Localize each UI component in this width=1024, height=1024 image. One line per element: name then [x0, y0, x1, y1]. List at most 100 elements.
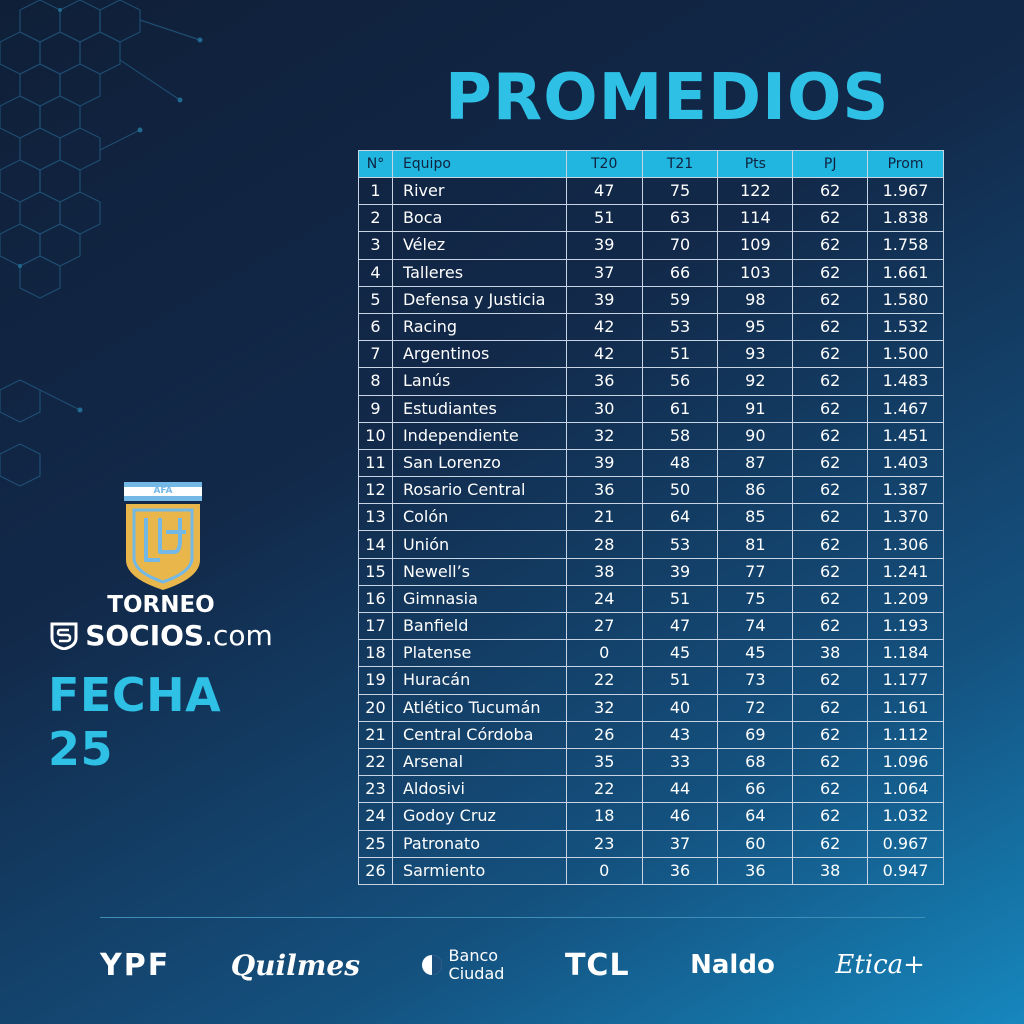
cell-prom: 1.967: [867, 176, 944, 206]
footer-divider: [100, 917, 925, 918]
table-row: 21 Central Córdoba 26 43 69 62 1.112: [358, 720, 944, 749]
cell-pj: 38: [792, 639, 869, 668]
cell-pts: 87: [717, 448, 794, 478]
cell-prom: 1.306: [867, 530, 944, 559]
cell-t21: 66: [641, 258, 719, 287]
sponsor-tcl: TCL: [564, 947, 630, 983]
cell-pts: 36: [717, 856, 794, 885]
cell-position: 3: [358, 231, 393, 260]
cell-prom: 1.184: [867, 639, 944, 668]
cell-pj: 62: [792, 448, 869, 478]
cell-pj: 62: [792, 394, 869, 423]
cell-t21: 64: [641, 503, 719, 532]
cell-position: 12: [358, 476, 393, 505]
cell-team: Atlético Tucumán: [391, 693, 567, 722]
cell-pj: 62: [792, 421, 869, 450]
cell-team: Boca: [391, 204, 567, 233]
cell-position: 16: [358, 584, 393, 614]
cell-pj: 62: [792, 802, 869, 831]
cell-t21: 75: [641, 176, 719, 206]
cell-team: Independiente: [391, 421, 567, 450]
cell-pj: 62: [792, 476, 869, 505]
cell-position: 6: [358, 312, 393, 342]
cell-prom: 1.580: [867, 285, 944, 314]
torneo-label: TORNEO: [107, 592, 215, 618]
cell-t21: 40: [641, 693, 719, 722]
cell-t21: 36: [641, 856, 719, 885]
cell-t20: 23: [565, 829, 643, 858]
cell-pts: 92: [717, 367, 794, 396]
sponsor-bar: YPF Quilmes Banco Ciudad TCL Naldo Etica+: [100, 935, 925, 995]
cell-team: Platense: [391, 639, 567, 668]
cell-t20: 26: [565, 720, 643, 749]
table-row: 25 Patronato 23 37 60 62 0.967: [358, 829, 944, 858]
cell-pts: 66: [717, 775, 794, 804]
table-row: 23 Aldosivi 22 44 66 62 1.064: [358, 775, 944, 804]
cell-pts: 69: [717, 720, 794, 749]
cell-t21: 56: [641, 367, 719, 396]
cell-position: 14: [358, 530, 393, 559]
table-row: 16 Gimnasia 24 51 75 62 1.209: [358, 584, 944, 614]
table-row: 19 Huracán 22 51 73 62 1.177: [358, 666, 944, 695]
cell-t20: 39: [565, 285, 643, 314]
cell-t20: 39: [565, 231, 643, 260]
page-title: PROMEDIOS: [445, 61, 890, 135]
table-row: 5 Defensa y Justicia 39 59 98 62 1.580: [358, 285, 944, 314]
cell-prom: 1.032: [867, 802, 944, 831]
table-row: 1 River 47 75 122 62 1.967: [358, 176, 944, 206]
cell-pts: 75: [717, 584, 794, 614]
cell-pts: 93: [717, 340, 794, 369]
cell-t20: 35: [565, 747, 643, 777]
cell-prom: 1.112: [867, 720, 944, 749]
cell-t20: 18: [565, 802, 643, 831]
table-header-row: N° Equipo T20 T21 Pts PJ Prom: [358, 150, 944, 178]
cell-t21: 48: [641, 448, 719, 478]
cell-pj: 62: [792, 584, 869, 614]
cell-t20: 39: [565, 448, 643, 478]
header-t20: T20: [565, 150, 643, 178]
cell-pj: 62: [792, 176, 869, 206]
cell-team: Lanús: [391, 367, 567, 396]
banco-line1: Banco: [448, 946, 499, 965]
cell-position: 11: [358, 448, 393, 478]
cell-position: 18: [358, 639, 393, 668]
cell-pj: 62: [792, 312, 869, 342]
cell-pts: 81: [717, 530, 794, 559]
cell-position: 2: [358, 204, 393, 233]
cell-position: 15: [358, 557, 393, 586]
sponsor-ypf: YPF: [100, 947, 171, 983]
fecha-label: FECHA 25: [48, 668, 222, 776]
table-row: 26 Sarmiento 0 36 36 38 0.947: [358, 856, 944, 885]
cell-pts: 103: [717, 258, 794, 287]
socios-bold-text: SOCIOS: [85, 618, 205, 652]
cell-t21: 51: [641, 340, 719, 369]
cell-t21: 58: [641, 421, 719, 450]
cell-team: Racing: [391, 312, 567, 342]
sponsor-banco-ciudad: Banco Ciudad: [421, 946, 504, 983]
header-pts: Pts: [717, 150, 794, 178]
cell-position: 19: [358, 666, 393, 695]
table-row: 18 Platense 0 45 45 38 1.184: [358, 639, 944, 668]
cell-pj: 62: [792, 530, 869, 559]
cell-team: Central Córdoba: [391, 720, 567, 749]
standings-table: N° Equipo T20 T21 Pts PJ Prom 1 River 47 75…: [358, 150, 944, 885]
cell-pj: 62: [792, 829, 869, 858]
cell-position: 7: [358, 340, 393, 369]
cell-pj: 62: [792, 557, 869, 586]
cell-t21: 61: [641, 394, 719, 423]
afa-label: AFA: [153, 486, 173, 496]
lpf-logo: AFA: [120, 482, 206, 592]
table-row: 14 Unión 28 53 81 62 1.306: [358, 530, 944, 559]
cell-pts: 60: [717, 829, 794, 858]
cell-position: 21: [358, 720, 393, 749]
cell-pts: 77: [717, 557, 794, 586]
header-team: Equipo: [391, 150, 567, 178]
cell-pj: 62: [792, 367, 869, 396]
cell-pj: 62: [792, 258, 869, 287]
header-pj: PJ: [792, 150, 869, 178]
cell-t20: 28: [565, 530, 643, 559]
cell-prom: 0.947: [867, 856, 944, 885]
cell-team: Newell’s: [391, 557, 567, 586]
cell-t20: 42: [565, 340, 643, 369]
cell-pj: 62: [792, 775, 869, 804]
